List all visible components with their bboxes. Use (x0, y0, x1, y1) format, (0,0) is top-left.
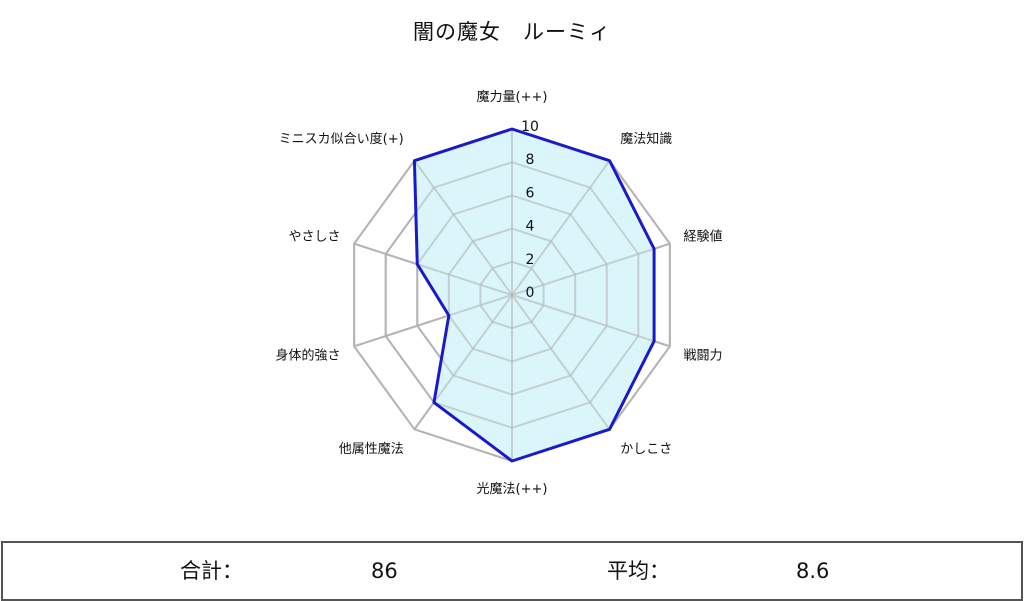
spoke-overlay-3 (511, 294, 671, 348)
total-label: 合計： (180, 559, 243, 583)
tick-label-8: 8 (526, 152, 535, 168)
total-value: 86 (371, 559, 398, 583)
axis-label-3: 戦闘力 (683, 348, 722, 363)
summary-box: 合計： 86 平均： 8.6 (1, 541, 1023, 601)
spoke-overlay-6 (413, 294, 513, 430)
spoke-overlay-1 (511, 160, 611, 296)
axis-label-8: やさしさ (289, 230, 341, 245)
average-value: 8.6 (796, 559, 830, 583)
axis-label-1: 魔法知識 (620, 131, 672, 147)
axis-label-5: 光魔法(++) (477, 482, 548, 497)
tick-label-2: 2 (526, 252, 535, 268)
spoke-overlay-8 (353, 242, 513, 296)
spoke-overlay-4 (511, 294, 611, 430)
spoke-overlay-7 (353, 294, 513, 348)
axis-label-6: 他属性魔法 (339, 442, 404, 457)
tick-label-6: 6 (526, 185, 535, 201)
axis-label-9: ミニスカ似合い度(+) (279, 131, 404, 147)
tick-label-10: 10 (521, 119, 539, 135)
average-label: 平均： (607, 559, 670, 583)
chart-title: 闇の魔女 ルーミィ (413, 20, 611, 44)
axis-label-7: 身体的強さ (276, 347, 341, 363)
axis-label-0: 魔力量(++) (477, 90, 548, 105)
axis-label-4: かしこさ (620, 442, 672, 457)
series-line (412, 127, 656, 463)
tick-label-0: 0 (526, 285, 535, 301)
spoke-overlay-2 (511, 242, 671, 296)
axis-label-2: 経験値 (683, 229, 722, 245)
radar-series (353, 127, 671, 463)
tick-label-4: 4 (526, 219, 535, 235)
radar-tick-labels: 0 2 4 6 8 10 (521, 119, 539, 301)
spoke-overlay-9 (413, 160, 513, 296)
series-area (414, 129, 655, 461)
